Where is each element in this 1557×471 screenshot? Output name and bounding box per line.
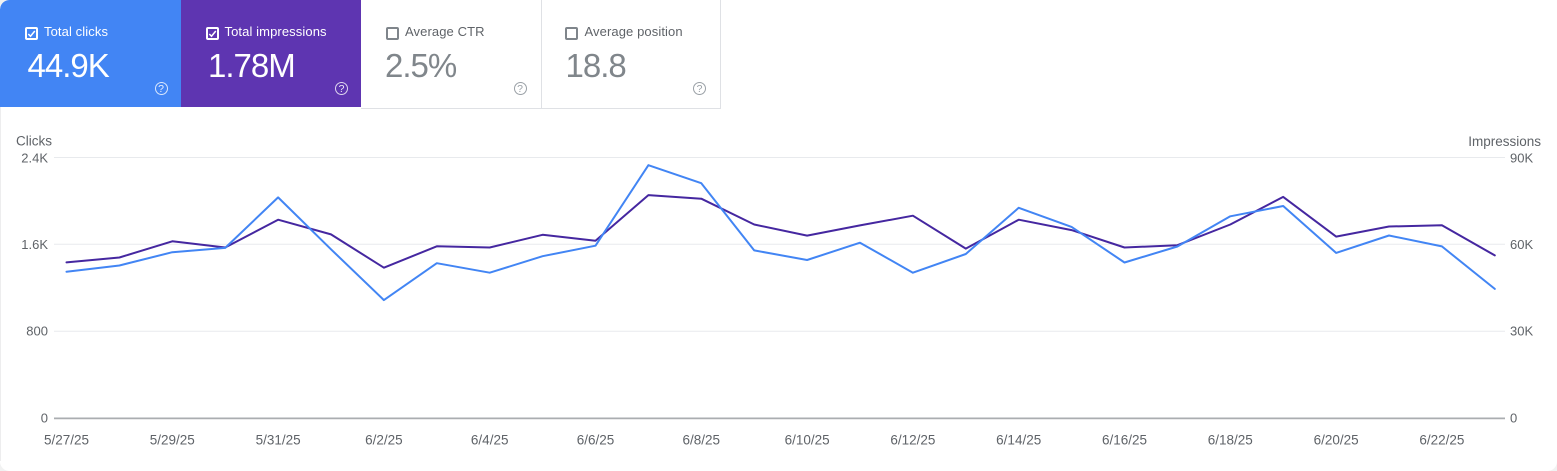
svg-text:6/16/25: 6/16/25: [1102, 433, 1147, 448]
svg-text:60K: 60K: [1510, 237, 1533, 252]
svg-text:6/22/25: 6/22/25: [1419, 433, 1464, 448]
svg-text:6/14/25: 6/14/25: [996, 433, 1041, 448]
svg-text:0: 0: [1510, 411, 1517, 426]
svg-text:2.4K: 2.4K: [21, 151, 48, 166]
svg-text:0: 0: [41, 411, 48, 426]
svg-text:5/27/25: 5/27/25: [44, 433, 89, 448]
svg-text:6/2/25: 6/2/25: [365, 433, 403, 448]
svg-text:30K: 30K: [1510, 324, 1533, 339]
svg-text:800: 800: [26, 324, 48, 339]
svg-text:6/4/25: 6/4/25: [471, 433, 509, 448]
svg-text:1.6K: 1.6K: [21, 237, 48, 252]
svg-text:Impressions: Impressions: [1468, 134, 1541, 149]
svg-text:6/12/25: 6/12/25: [890, 433, 935, 448]
svg-text:6/8/25: 6/8/25: [683, 433, 721, 448]
svg-text:Clicks: Clicks: [16, 134, 52, 149]
svg-text:6/18/25: 6/18/25: [1208, 433, 1253, 448]
svg-text:6/6/25: 6/6/25: [577, 433, 615, 448]
svg-text:5/29/25: 5/29/25: [150, 433, 195, 448]
svg-text:5/31/25: 5/31/25: [256, 433, 301, 448]
svg-text:90K: 90K: [1510, 151, 1533, 166]
svg-text:6/10/25: 6/10/25: [785, 433, 830, 448]
svg-text:6/20/25: 6/20/25: [1314, 433, 1359, 448]
